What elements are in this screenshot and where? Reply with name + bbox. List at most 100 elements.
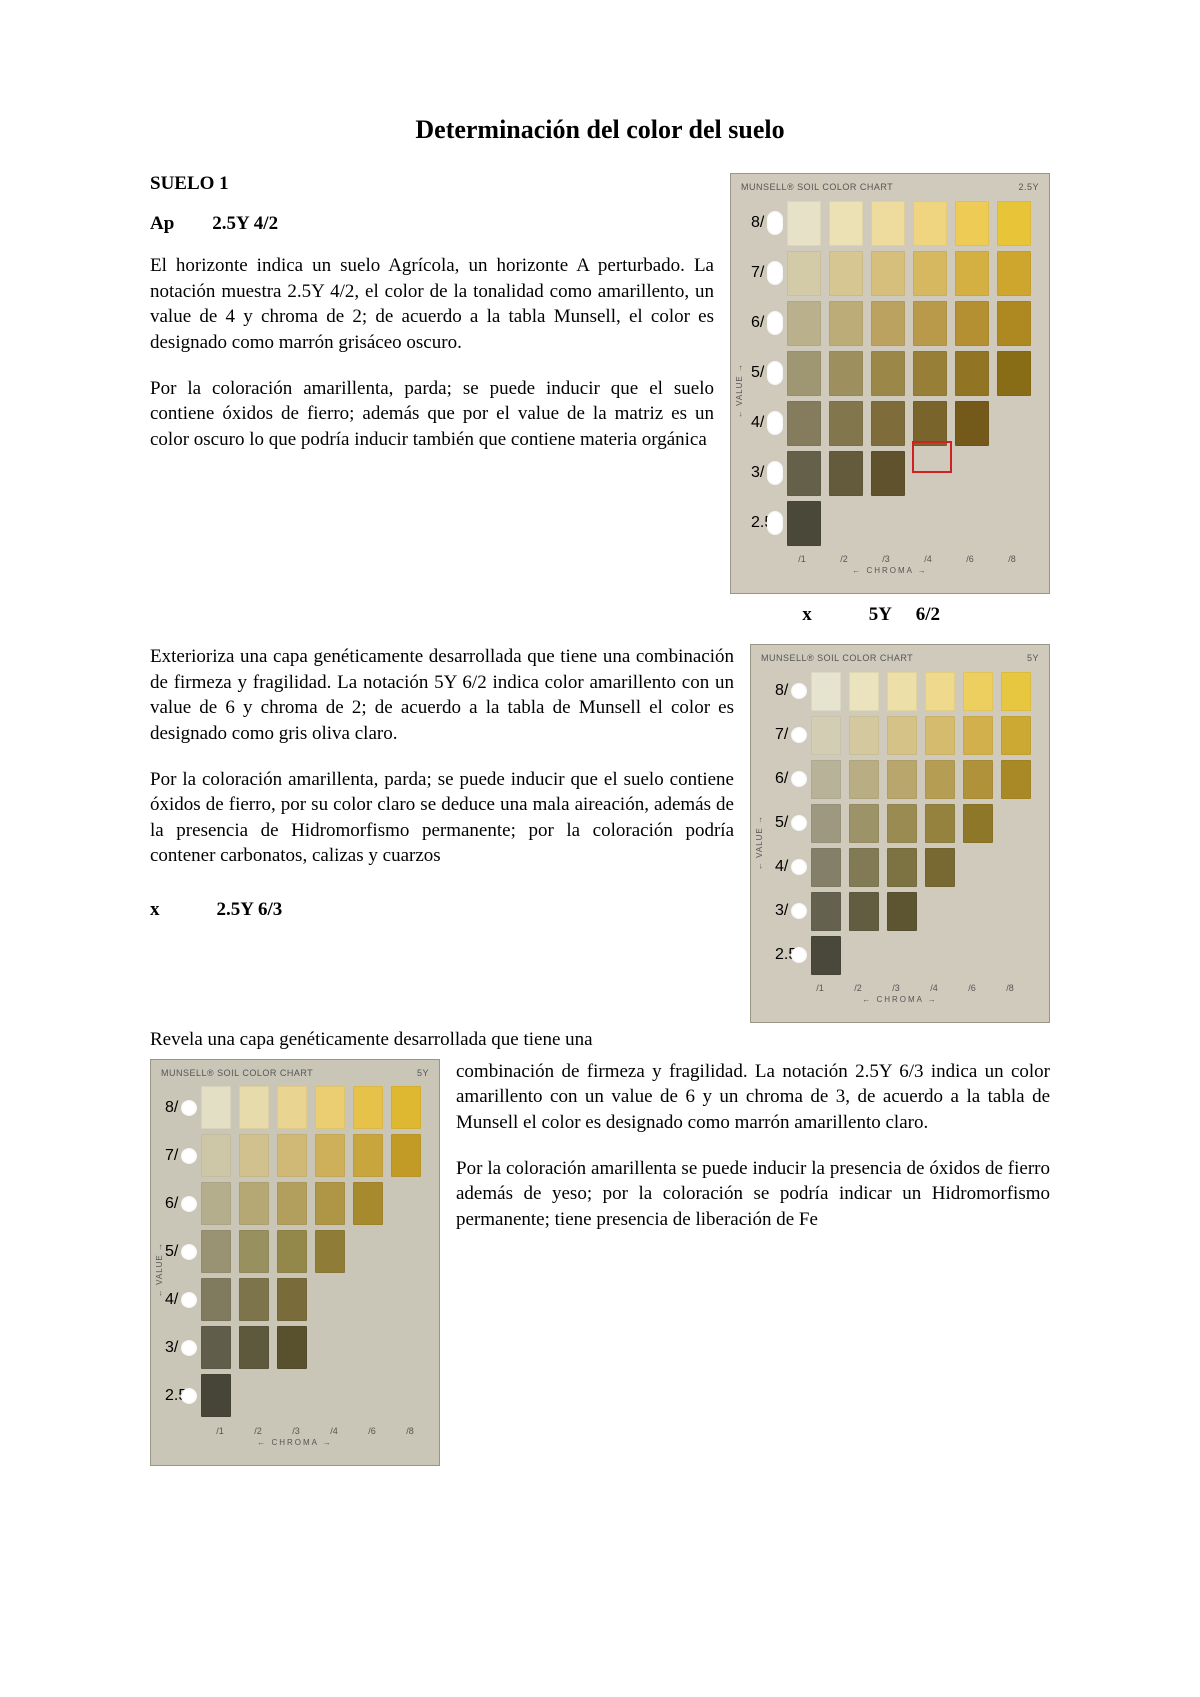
color-chip bbox=[829, 251, 863, 296]
color-chip bbox=[811, 760, 841, 799]
sample1-para2: Por la coloración amarillenta, parda; se… bbox=[150, 376, 714, 453]
separator-hole bbox=[767, 311, 783, 335]
munsell-chart-3: MUNSELL® SOIL COLOR CHART5Y← VALUE →8/7/… bbox=[150, 1059, 440, 1466]
color-chip bbox=[849, 672, 879, 711]
color-chip bbox=[277, 1134, 307, 1177]
color-chip bbox=[787, 301, 821, 346]
chart-header-text: MUNSELL® SOIL COLOR CHART bbox=[161, 1068, 313, 1078]
color-chip bbox=[849, 848, 879, 887]
color-chip bbox=[201, 1086, 231, 1129]
color-chip bbox=[849, 892, 879, 931]
color-chip bbox=[871, 351, 905, 396]
color-chip bbox=[315, 1182, 345, 1225]
color-chip bbox=[811, 716, 841, 755]
color-chip bbox=[829, 451, 863, 496]
color-chip bbox=[239, 1326, 269, 1369]
color-chip bbox=[997, 251, 1031, 296]
value-axis-label: ← VALUE → bbox=[755, 815, 764, 870]
separator-hole bbox=[767, 261, 783, 285]
sample3-para2: Por la coloración amarillenta se puede i… bbox=[456, 1156, 1050, 1233]
color-chip bbox=[955, 351, 989, 396]
separator-dot bbox=[791, 947, 807, 963]
color-chip bbox=[887, 716, 917, 755]
hue-label: 2.5Y bbox=[1018, 182, 1039, 192]
color-chip bbox=[239, 1230, 269, 1273]
color-chip bbox=[811, 892, 841, 931]
color-chip bbox=[849, 716, 879, 755]
color-chip bbox=[1001, 672, 1031, 711]
color-chip bbox=[871, 401, 905, 446]
color-chip bbox=[829, 201, 863, 246]
color-chip bbox=[913, 351, 947, 396]
color-chip bbox=[787, 351, 821, 396]
color-chip bbox=[871, 451, 905, 496]
color-chip bbox=[201, 1230, 231, 1273]
color-chip bbox=[913, 201, 947, 246]
chroma-tick: /8 bbox=[991, 983, 1029, 993]
color-chip bbox=[391, 1086, 421, 1129]
separator-dot bbox=[181, 1148, 197, 1164]
chroma-tick: /8 bbox=[991, 554, 1033, 564]
separator-dot bbox=[181, 1100, 197, 1116]
color-chip bbox=[849, 804, 879, 843]
chroma-tick: /3 bbox=[877, 983, 915, 993]
color-chip bbox=[277, 1086, 307, 1129]
chroma-tick: /6 bbox=[949, 554, 991, 564]
separator-dot bbox=[181, 1292, 197, 1308]
chroma-tick: /3 bbox=[277, 1426, 315, 1436]
color-chip bbox=[277, 1230, 307, 1273]
separator-dot bbox=[181, 1388, 197, 1404]
chroma-tick: /2 bbox=[823, 554, 865, 564]
color-chip bbox=[871, 251, 905, 296]
chroma-tick: /3 bbox=[865, 554, 907, 564]
separator-dot bbox=[181, 1340, 197, 1356]
color-chip bbox=[829, 401, 863, 446]
color-chip bbox=[787, 451, 821, 496]
color-chip bbox=[315, 1086, 345, 1129]
sample1-label: Ap 2.5Y 4/2 bbox=[150, 213, 714, 235]
color-chip bbox=[955, 401, 989, 446]
chroma-tick: /6 bbox=[353, 1426, 391, 1436]
separator-dot bbox=[791, 903, 807, 919]
sample3-lead: Revela una capa genéticamente desarrolla… bbox=[150, 1027, 1050, 1053]
sample2-para1: Exterioriza una capa genéticamente desar… bbox=[150, 644, 734, 747]
color-chip bbox=[787, 201, 821, 246]
color-chip bbox=[787, 501, 821, 546]
separator-dot bbox=[791, 771, 807, 787]
color-chip bbox=[811, 804, 841, 843]
color-chip bbox=[997, 201, 1031, 246]
color-chip bbox=[997, 301, 1031, 346]
color-chip bbox=[887, 672, 917, 711]
color-chip bbox=[887, 848, 917, 887]
color-chip bbox=[925, 804, 955, 843]
chroma-tick: /1 bbox=[201, 1426, 239, 1436]
color-chip bbox=[871, 301, 905, 346]
color-chip bbox=[315, 1134, 345, 1177]
color-chip bbox=[925, 672, 955, 711]
color-chip bbox=[925, 760, 955, 799]
color-chip bbox=[391, 1134, 421, 1177]
color-chip bbox=[353, 1086, 383, 1129]
color-chip bbox=[201, 1326, 231, 1369]
chroma-axis-label: ← CHROMA → bbox=[161, 1438, 429, 1447]
color-chip bbox=[811, 672, 841, 711]
sample2-label: x 5Y 6/2 bbox=[150, 604, 1050, 626]
color-chip bbox=[201, 1278, 231, 1321]
color-chip bbox=[955, 251, 989, 296]
color-chip bbox=[925, 716, 955, 755]
color-chip bbox=[787, 251, 821, 296]
color-chip bbox=[963, 804, 993, 843]
color-chip bbox=[829, 301, 863, 346]
color-chip bbox=[239, 1086, 269, 1129]
color-chip bbox=[849, 760, 879, 799]
color-chip bbox=[277, 1326, 307, 1369]
sample3-para1: combinación de firmeza y fragilidad. La … bbox=[456, 1059, 1050, 1136]
color-chip bbox=[201, 1134, 231, 1177]
color-chip bbox=[277, 1182, 307, 1225]
color-chip bbox=[963, 716, 993, 755]
separator-hole bbox=[767, 411, 783, 435]
value-axis-label: ← VALUE → bbox=[155, 1242, 164, 1297]
color-chip bbox=[997, 351, 1031, 396]
chroma-tick: /8 bbox=[391, 1426, 429, 1436]
color-chip bbox=[353, 1182, 383, 1225]
